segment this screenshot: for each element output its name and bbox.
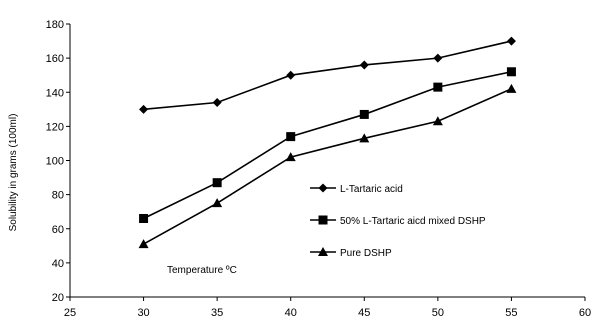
y-tick-label: 80 [52,190,64,202]
data-point [286,132,296,142]
data-point [139,214,149,224]
y-tick-label: 140 [46,87,64,99]
data-point [433,82,443,92]
x-tick-label: 45 [358,307,370,319]
series-line [143,40,512,111]
series-line [143,70,512,220]
x-tick-label: 25 [64,307,76,319]
legend-marker [318,247,328,256]
series-l-tartaric-acid [139,36,516,114]
series-line [143,88,512,245]
data-point [138,239,149,249]
legend-label: Pure DSHP [340,248,392,259]
x-tick-label: 60 [579,307,591,319]
data-point [212,198,223,208]
y-tick-label: 120 [46,121,64,133]
data-point [285,152,296,162]
y-tick-label: 100 [46,156,64,168]
data-point [286,70,296,80]
y-ticks: 20 40 60 80 100 120 140 160 180 [46,19,70,304]
y-tick-label: 160 [46,53,64,65]
data-point [139,104,149,114]
x-tick-label: 40 [285,307,297,319]
series-pure-dshp [138,83,517,249]
data-point [359,60,369,70]
x-tick-label: 50 [432,307,444,319]
legend-item: 50% L-Tartaric aicd mixed DSHP [310,215,486,227]
y-tick-label: 20 [52,292,64,304]
y-tick-label: 40 [52,258,64,270]
legend-marker [318,183,328,193]
x-tick-label: 30 [137,307,149,319]
legend: L-Tartaric acid 50% L-Tartaric aicd mixed… [310,183,486,259]
data-point [506,67,516,77]
x-tick-label: 35 [211,307,223,319]
series-50-l-tartaric-aicd-mixed-dshp [139,67,516,224]
data-point [212,178,222,188]
legend-item: Pure DSHP [310,247,392,259]
temperature-annotation: Temperature ºC [167,265,237,276]
legend-label: 50% L-Tartaric aicd mixed DSHP [340,216,486,227]
x-tick-label: 55 [505,307,517,319]
legend-item: L-Tartaric acid [310,183,403,195]
data-point [506,83,517,93]
data-point [432,116,443,126]
y-tick-label: 60 [52,224,64,236]
data-point [359,109,369,119]
y-tick-label: 180 [46,19,64,31]
legend-marker [318,215,328,225]
x-ticks: 25 30 35 40 45 50 55 60 [64,297,591,319]
data-point [433,53,443,63]
legend-label: L-Tartaric acid [340,184,403,195]
data-point [359,133,370,143]
y-axis-title: Solubility in grams (100ml) [8,114,19,232]
data-point [506,36,516,46]
series-layer [138,36,517,249]
data-point [212,97,222,107]
